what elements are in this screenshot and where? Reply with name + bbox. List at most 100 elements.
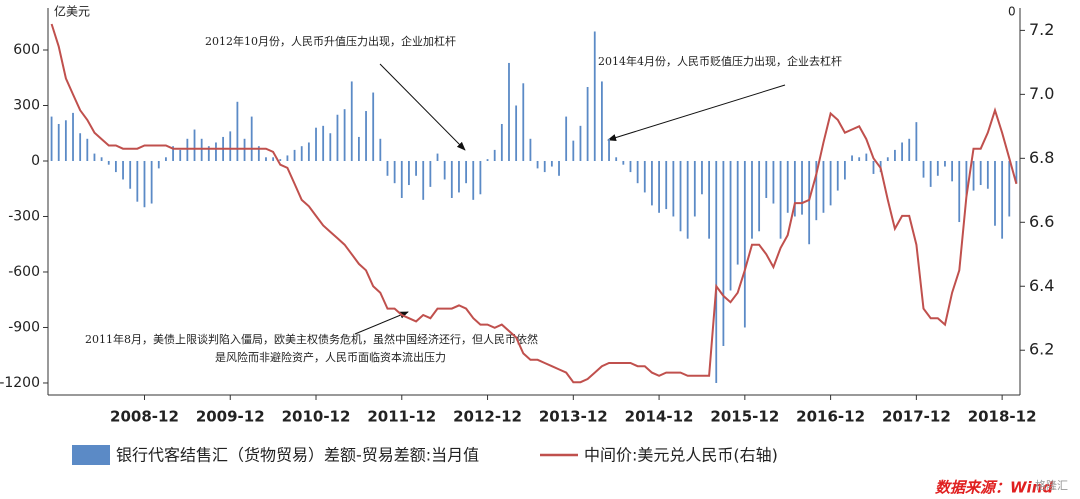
bar — [107, 160, 110, 165]
annotation: 2011年8月，美债上限谈判陷入僵局，欧美主权债务危机，虽然中国经济还行，但人民… — [85, 332, 538, 346]
bar — [815, 160, 818, 221]
bar — [486, 159, 489, 161]
bar — [722, 160, 725, 346]
bar — [508, 62, 510, 161]
bar — [929, 160, 932, 187]
y-tick-label: 300 — [13, 97, 40, 113]
y2-axis-label: 0 — [1008, 5, 1016, 19]
bar — [643, 160, 646, 193]
bar — [543, 160, 546, 173]
y-tick-label: -900 — [8, 319, 40, 335]
y-tick-label: -600 — [8, 264, 40, 280]
bar — [493, 149, 496, 161]
annotation-arrow — [379, 63, 466, 151]
x-tick-label: 2015-12 — [710, 408, 779, 426]
bar — [315, 127, 317, 161]
bar — [336, 114, 339, 161]
bar — [450, 160, 453, 198]
bar — [829, 160, 832, 206]
bar — [686, 160, 689, 239]
legend-label: 中间价:美元兑人民币(右轴) — [584, 446, 778, 465]
bar — [229, 131, 232, 161]
bar — [350, 81, 353, 161]
bar — [436, 153, 439, 161]
bar — [500, 123, 503, 161]
bar — [672, 160, 675, 217]
annotation-arrow — [354, 311, 409, 335]
y-tick-label: -1200 — [0, 375, 40, 391]
bar — [550, 160, 553, 167]
bar — [243, 138, 246, 161]
bar — [236, 101, 239, 161]
bar — [572, 140, 575, 161]
bar — [701, 160, 703, 195]
bar — [586, 86, 589, 161]
bar — [872, 160, 875, 174]
y2-tick-label: 6.6 — [1029, 212, 1054, 231]
bar — [79, 133, 82, 161]
annotation-arrow — [607, 84, 786, 142]
bar — [372, 92, 375, 161]
bar — [129, 160, 132, 189]
bar — [465, 160, 468, 184]
bar — [894, 149, 896, 161]
bar — [443, 160, 446, 180]
bar — [958, 160, 961, 223]
x-tick-label: 2012-12 — [453, 408, 522, 426]
bar — [522, 83, 525, 161]
y2-tick-label: 7.0 — [1029, 84, 1054, 103]
bar — [629, 160, 632, 173]
bar — [808, 160, 811, 245]
y2-tick-label: 6.8 — [1029, 148, 1054, 167]
x-tick-label: 2016-12 — [796, 408, 865, 426]
bar — [729, 160, 732, 291]
bar — [901, 142, 903, 161]
bar — [1008, 160, 1011, 217]
x-tick-label: 2014-12 — [625, 408, 694, 426]
x-tick-label: 2010-12 — [282, 408, 351, 426]
bar — [300, 146, 303, 161]
line — [50, 23, 1018, 384]
bar — [136, 160, 139, 202]
bar — [393, 160, 396, 184]
bar — [329, 133, 332, 161]
bar — [72, 112, 74, 161]
bar — [565, 116, 568, 161]
bar — [479, 160, 482, 195]
legend-swatch — [72, 445, 110, 465]
bar — [515, 105, 518, 161]
bar — [272, 157, 275, 161]
bar — [157, 160, 160, 169]
bar — [965, 160, 968, 197]
x-tick-label: 2017-12 — [882, 408, 951, 426]
bar — [193, 129, 196, 161]
bar — [915, 122, 918, 161]
bar — [307, 142, 310, 161]
bar — [357, 136, 360, 161]
y2-tick-label: 7.2 — [1029, 20, 1054, 39]
bar — [922, 160, 925, 178]
x-tick-label: 2009-12 — [196, 408, 265, 426]
bar — [865, 153, 868, 161]
bar — [408, 160, 410, 186]
bar — [365, 111, 367, 161]
bar — [165, 157, 167, 161]
bar — [215, 142, 217, 161]
bar — [1015, 160, 1018, 184]
bar — [114, 160, 117, 173]
bar — [172, 146, 174, 161]
bar — [57, 123, 60, 161]
bar — [1001, 160, 1004, 239]
bar — [836, 160, 839, 191]
y-tick-label: -300 — [8, 208, 40, 224]
bar — [936, 160, 939, 176]
annotation: 2012年10月份，人民币升值压力出现，企业加杠杆 — [205, 34, 456, 48]
bar — [286, 155, 289, 161]
bar — [886, 157, 889, 161]
bar — [793, 160, 796, 217]
bar — [86, 138, 89, 161]
bar — [64, 120, 67, 161]
bar — [822, 160, 825, 213]
bar — [200, 138, 203, 161]
